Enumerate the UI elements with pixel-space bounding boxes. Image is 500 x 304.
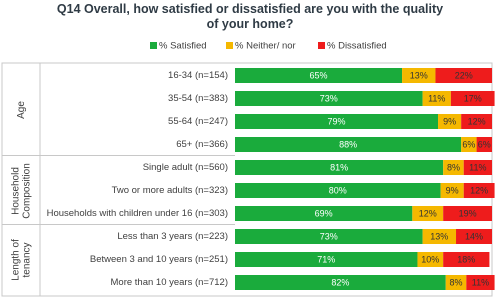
bar-segment: [463, 183, 495, 198]
value-label: 8%: [450, 277, 463, 287]
bar-segment: [476, 137, 492, 152]
value-label: 11%: [428, 93, 445, 103]
value-label: 12%: [468, 116, 486, 126]
bar-segment: [235, 275, 446, 290]
bar-segment: [443, 160, 464, 175]
bar-segment: [422, 229, 457, 244]
value-label: 81%: [330, 162, 348, 172]
category-label: Single adult (n=560): [143, 162, 228, 173]
value-label: 79%: [328, 116, 346, 126]
value-label: 11%: [469, 162, 486, 172]
value-label: 12%: [470, 185, 488, 195]
category-label: 16-34 (n=154): [168, 70, 228, 81]
value-label: 9%: [443, 116, 456, 126]
bar-segment: [235, 252, 418, 267]
group-label: Household Composition: [10, 162, 32, 219]
bar-segment: [443, 206, 492, 221]
bar-segment: [435, 68, 492, 83]
frame: [1, 62, 493, 297]
group-label: Age: [15, 101, 27, 119]
bar-segment: [438, 114, 462, 129]
value-label: 71%: [317, 254, 335, 264]
value-label: 10%: [421, 254, 439, 264]
value-label: 6%: [478, 139, 491, 149]
value-label: 12%: [419, 208, 437, 218]
value-label: 9%: [446, 185, 459, 195]
value-label: 22%: [455, 70, 473, 80]
category-label: Households with children under 16 (n=303…: [47, 208, 228, 219]
value-label: 69%: [315, 208, 333, 218]
category-label: Between 3 and 10 years (n=251): [90, 254, 228, 265]
bar-segment: [417, 252, 444, 267]
value-label: 80%: [329, 185, 347, 195]
value-label: 8%: [447, 162, 460, 172]
bar-segment: [461, 114, 492, 129]
value-label: 14%: [465, 231, 483, 241]
bar-segment: [463, 160, 492, 175]
category-label: Less than 3 years (n=223): [117, 231, 228, 242]
bar-segment: [445, 275, 467, 290]
category-label: 55-64 (n=247): [168, 116, 228, 127]
bar-segment: [235, 160, 444, 175]
bar-segment: [450, 91, 495, 106]
legend-label: % Neither/ nor: [235, 41, 296, 52]
legend-label: % Satisfied: [159, 41, 207, 52]
bar-segment: [440, 183, 464, 198]
bar-segment: [422, 91, 451, 106]
value-label: 6%: [462, 139, 475, 149]
value-label: 13%: [410, 70, 428, 80]
value-label: 11%: [472, 277, 489, 287]
bar-segment: [466, 275, 495, 290]
bar-segment: [235, 137, 462, 152]
value-label: 18%: [457, 254, 475, 264]
bar-segment: [461, 137, 477, 152]
value-label: 82%: [331, 277, 349, 287]
chart-title: Q14 Overall, how satisfied or dissatisfi…: [56, 2, 444, 31]
bar-segment: [235, 229, 423, 244]
bar-segment: [235, 68, 403, 83]
value-label: 65%: [310, 70, 328, 80]
bar-segment: [235, 91, 423, 106]
bar-segment: [412, 206, 444, 221]
bar-segment: [443, 252, 490, 267]
bar-segment: [235, 114, 439, 129]
category-label: 65+ (n=366): [176, 139, 228, 150]
bar-segment: [402, 68, 436, 83]
bar-segment: [235, 183, 441, 198]
value-label: 17%: [464, 93, 482, 103]
bar-segment: [235, 206, 413, 221]
value-label: 88%: [339, 139, 357, 149]
value-label: 19%: [459, 208, 477, 218]
bar-segment: [456, 229, 492, 244]
legend-swatch: [150, 42, 157, 49]
value-label: 73%: [320, 231, 338, 241]
legend-label: % Dissatisfied: [327, 41, 387, 52]
category-label: More than 10 years (n=712): [111, 277, 229, 288]
group-label: Length of tenancy: [10, 238, 32, 281]
value-label: 73%: [320, 93, 338, 103]
category-label: 35-54 (n=383): [168, 93, 228, 104]
category-label: Two or more adults (n=323): [112, 185, 228, 196]
legend-swatch: [226, 42, 233, 49]
legend-swatch: [318, 42, 325, 49]
value-label: 13%: [430, 231, 448, 241]
